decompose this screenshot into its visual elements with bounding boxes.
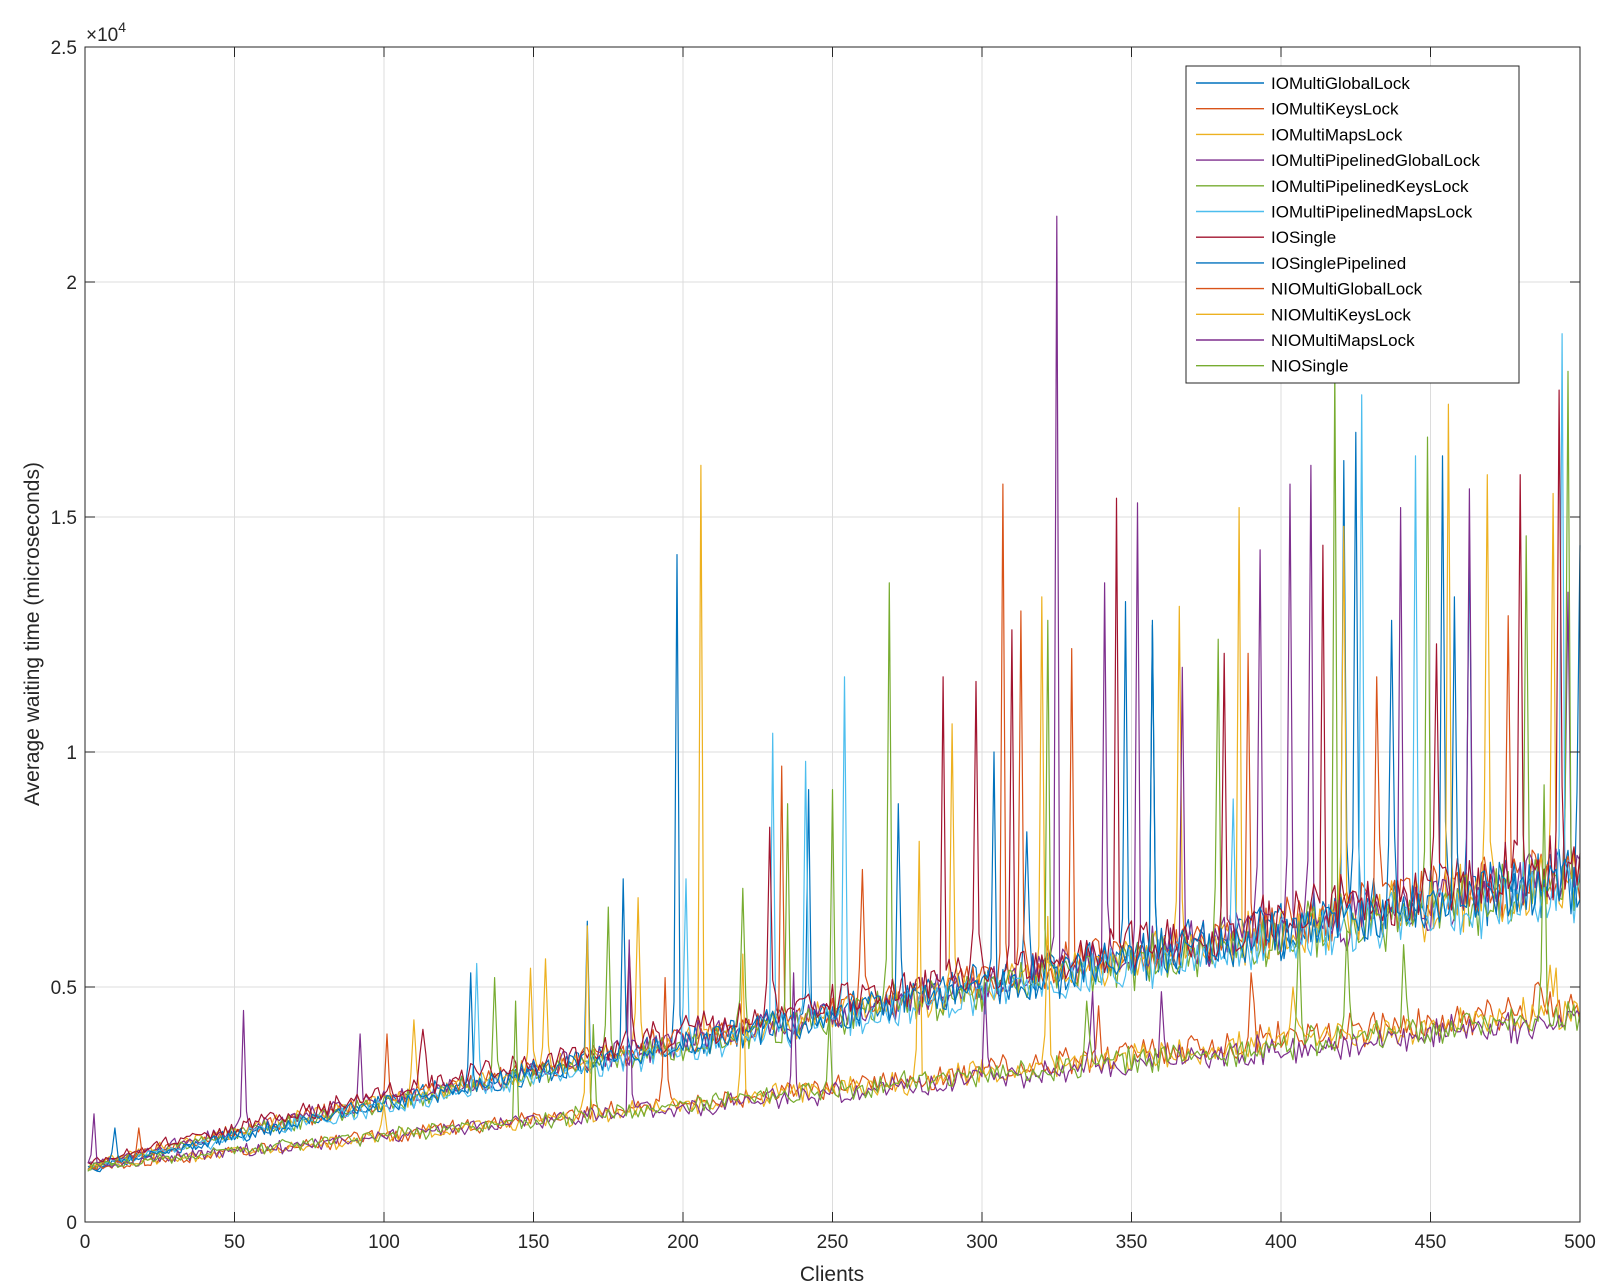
y-exponent-label: ×104 bbox=[86, 19, 126, 46]
x-tick-label: 50 bbox=[224, 1232, 245, 1253]
y-tick-label: 2.5 bbox=[51, 38, 77, 59]
y-tick-label: 0 bbox=[66, 1213, 77, 1234]
x-tick-label: 250 bbox=[817, 1232, 849, 1253]
x-tick-label: 500 bbox=[1564, 1232, 1596, 1253]
legend-label: IOMultiKeysLock bbox=[1271, 100, 1399, 119]
axis-ticks: 0 50 100 150 200 250 300 350 400 450 500 0 0.5 1 1.5 2 2… bbox=[51, 38, 1596, 1253]
y-exponent-power: 4 bbox=[118, 19, 126, 35]
series-line-IOSingle bbox=[87, 389, 1581, 1165]
legend-label: NIOMultiGlobalLock bbox=[1271, 280, 1423, 299]
series-line-NIOMultiMapsLock bbox=[87, 939, 1581, 1168]
y-axis-label: Average waiting time (microseconds) bbox=[21, 462, 44, 806]
x-tick-label: 200 bbox=[667, 1232, 699, 1253]
series-line-NIOSingle bbox=[87, 784, 1581, 1171]
series-line-NIOMultiKeysLock bbox=[87, 840, 1581, 1171]
x-tick-label: 100 bbox=[368, 1232, 400, 1253]
legend-label: NIOSingle bbox=[1271, 357, 1348, 376]
legend: IOMultiGlobalLock IOMultiKeysLock IOMultiM… bbox=[1185, 65, 1520, 384]
legend-label: IOSingle bbox=[1271, 228, 1336, 247]
series-layer bbox=[87, 215, 1581, 1173]
x-tick-label: 150 bbox=[518, 1232, 550, 1253]
legend-label: IOMultiGlobalLock bbox=[1271, 74, 1410, 93]
x-tick-label: 450 bbox=[1415, 1232, 1447, 1253]
legend-label: NIOMultiKeysLock bbox=[1271, 305, 1411, 324]
x-tick-label: 400 bbox=[1265, 1232, 1297, 1253]
y-tick-label: 2 bbox=[66, 273, 77, 294]
legend-label: IOMultiMapsLock bbox=[1271, 125, 1403, 144]
y-tick-label: 0.5 bbox=[51, 978, 77, 999]
legend-label: IOMultiPipelinedKeysLock bbox=[1271, 177, 1469, 196]
legend-label: IOMultiPipelinedMapsLock bbox=[1271, 203, 1473, 222]
y-tick-label: 1 bbox=[66, 743, 77, 764]
legend-label: IOSinglePipelined bbox=[1271, 254, 1406, 273]
legend-box bbox=[1185, 65, 1520, 384]
x-axis-label: Clients bbox=[800, 1263, 864, 1286]
x-tick-label: 0 bbox=[80, 1232, 91, 1253]
legend-label: NIOMultiMapsLock bbox=[1271, 331, 1415, 350]
series-line-IOSinglePipelined bbox=[87, 596, 1581, 1173]
x-tick-label: 300 bbox=[966, 1232, 998, 1253]
legend-label: IOMultiPipelinedGlobalLock bbox=[1271, 151, 1480, 170]
x-tick-label: 350 bbox=[1116, 1232, 1148, 1253]
y-tick-label: 1.5 bbox=[51, 508, 77, 529]
series-line-IOMultiPipelinedMapsLock bbox=[87, 333, 1581, 1171]
